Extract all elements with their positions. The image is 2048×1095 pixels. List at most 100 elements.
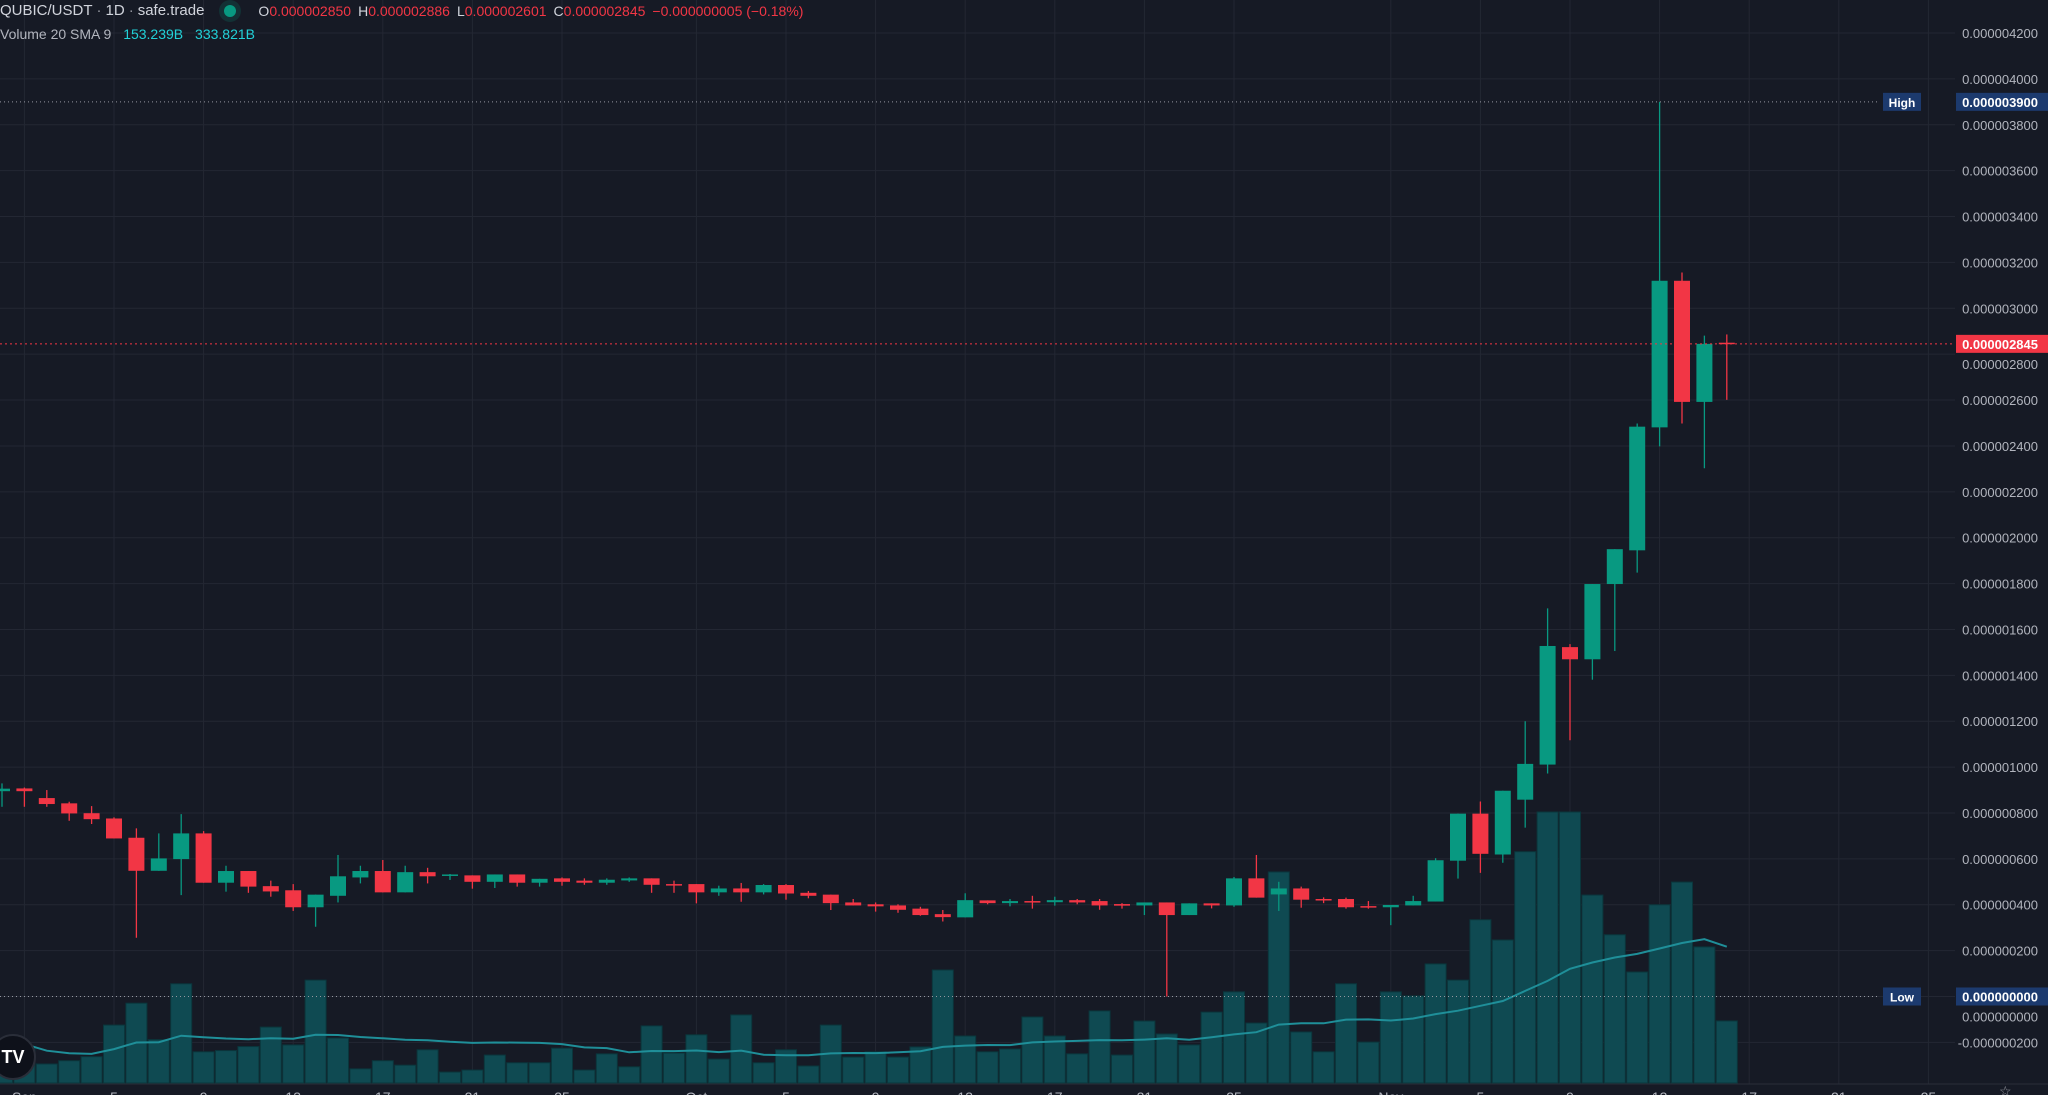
volume-bar [1514, 851, 1537, 1084]
symbol-name[interactable]: QUBIC/USDT [0, 2, 93, 19]
high-value: H0.000002886 [358, 3, 450, 19]
candle-body [890, 905, 906, 910]
low-price-label-bg [1883, 987, 1921, 1006]
time-tick-label: 9 [1566, 1089, 1574, 1095]
candle [554, 877, 570, 886]
volume-bar [1245, 1022, 1268, 1084]
volume-bar [1043, 1035, 1066, 1084]
volume-bar [864, 1051, 887, 1084]
candle [1584, 584, 1601, 680]
candle [845, 899, 862, 906]
volume-bar [1021, 1016, 1044, 1084]
candle [307, 894, 324, 927]
volume-bar [506, 1062, 529, 1084]
volume-bar [1402, 995, 1425, 1084]
volume-bar [1357, 1041, 1380, 1084]
candle [1203, 903, 1220, 909]
volume-bar [618, 1066, 641, 1084]
star-icon[interactable]: ☆ [1999, 1083, 2012, 1095]
candle-body [621, 878, 638, 881]
candle-body [1046, 900, 1063, 903]
price-tick-label: -0.000000200 [1958, 1035, 2038, 1050]
volume-bar [909, 1046, 932, 1084]
low-number: 0.000002601 [464, 2, 547, 19]
high-price-value-bg [1956, 92, 2048, 111]
candle-body [1517, 763, 1534, 800]
candle [128, 828, 145, 938]
candle [1450, 813, 1466, 879]
candle-body [979, 900, 996, 904]
volume-sma-value: 333.821B [195, 26, 255, 42]
candle [83, 806, 100, 824]
time-tick-label: 25 [554, 1089, 570, 1095]
candle [531, 878, 548, 887]
candle-body [1562, 647, 1578, 660]
time-tick-label: 21 [465, 1089, 481, 1095]
candle [1382, 904, 1399, 926]
price-tick-label: 0.000003000 [1962, 301, 2038, 316]
low-value: L0.000002601 [457, 3, 547, 19]
candle [1517, 721, 1534, 828]
candle-body [1338, 899, 1354, 908]
volume-bar [976, 1051, 999, 1084]
candle-body [800, 892, 817, 896]
price-tick-label: 0.000001600 [1962, 622, 2038, 637]
volume-bar [349, 1068, 372, 1084]
candle-body [16, 788, 33, 792]
candle-body [934, 914, 951, 918]
price-tick-label: 0.000002400 [1962, 439, 2038, 454]
price-tick-label: 0.000000600 [1962, 852, 2038, 867]
volume-indicator-title: Volume 20 SMA 9 [0, 26, 112, 42]
volume-bar [1111, 1054, 1133, 1084]
candle-body [1024, 901, 1041, 903]
volume-bar [1559, 811, 1581, 1084]
candle-body [1584, 584, 1601, 660]
market-status-icon[interactable] [224, 4, 237, 17]
candle-body [330, 876, 346, 896]
candle [419, 867, 436, 884]
price-tick-label: 0.000001400 [1962, 668, 2038, 683]
candle [173, 814, 190, 896]
volume-bar [35, 1063, 58, 1084]
candle [1338, 897, 1354, 909]
volume-bar [58, 1060, 81, 1084]
volume-bar [1536, 811, 1559, 1084]
candle-body [352, 871, 369, 878]
volume-bar [439, 1071, 461, 1084]
volume-bar [327, 1037, 349, 1084]
time-tick-label: 13 [1652, 1089, 1668, 1095]
candle-body [1114, 904, 1130, 906]
volume-bar [1088, 1010, 1111, 1084]
candle [867, 902, 884, 912]
candle-body [307, 894, 324, 908]
candle-body [822, 894, 839, 904]
price-tick-label: 0.000002000 [1962, 531, 2038, 546]
candle-body [1382, 904, 1399, 908]
candle [1046, 896, 1063, 906]
volume-bar [752, 1062, 775, 1084]
time-tick-label: 21 [1831, 1089, 1847, 1095]
candle-body [598, 879, 615, 883]
volume-bar [1626, 971, 1649, 1084]
time-tick-label: Oct [686, 1089, 708, 1095]
close-value: C0.000002845 [554, 3, 646, 19]
tradingview-logo[interactable]: TV [0, 1034, 36, 1080]
candle-body [1674, 280, 1690, 402]
candle [442, 874, 458, 880]
last-price-value: 0.000002845 [1962, 337, 2038, 352]
candle-body [419, 872, 436, 877]
volume-bar [1603, 934, 1626, 1084]
candle [16, 787, 33, 807]
time-axis[interactable]: Sep 5 9 13 17 21 25 Oct 5 9 13 17 21 25 Nov 5 9 13 17 21 25 [12, 1089, 1936, 1095]
candle [509, 874, 526, 887]
candle [486, 874, 503, 888]
interval[interactable]: 1D [105, 2, 125, 19]
price-axis[interactable]: 0.000004200 0.000004000 0.000003800 0.00000… [1883, 26, 2048, 1050]
candle-body [867, 904, 884, 907]
candle-body [1091, 901, 1108, 906]
candle-body [262, 886, 279, 892]
candle-body [218, 871, 234, 883]
volume-legend[interactable]: Volume 20 SMA 9 153.239B 333.821B [0, 26, 263, 42]
candle-body [1248, 878, 1265, 898]
